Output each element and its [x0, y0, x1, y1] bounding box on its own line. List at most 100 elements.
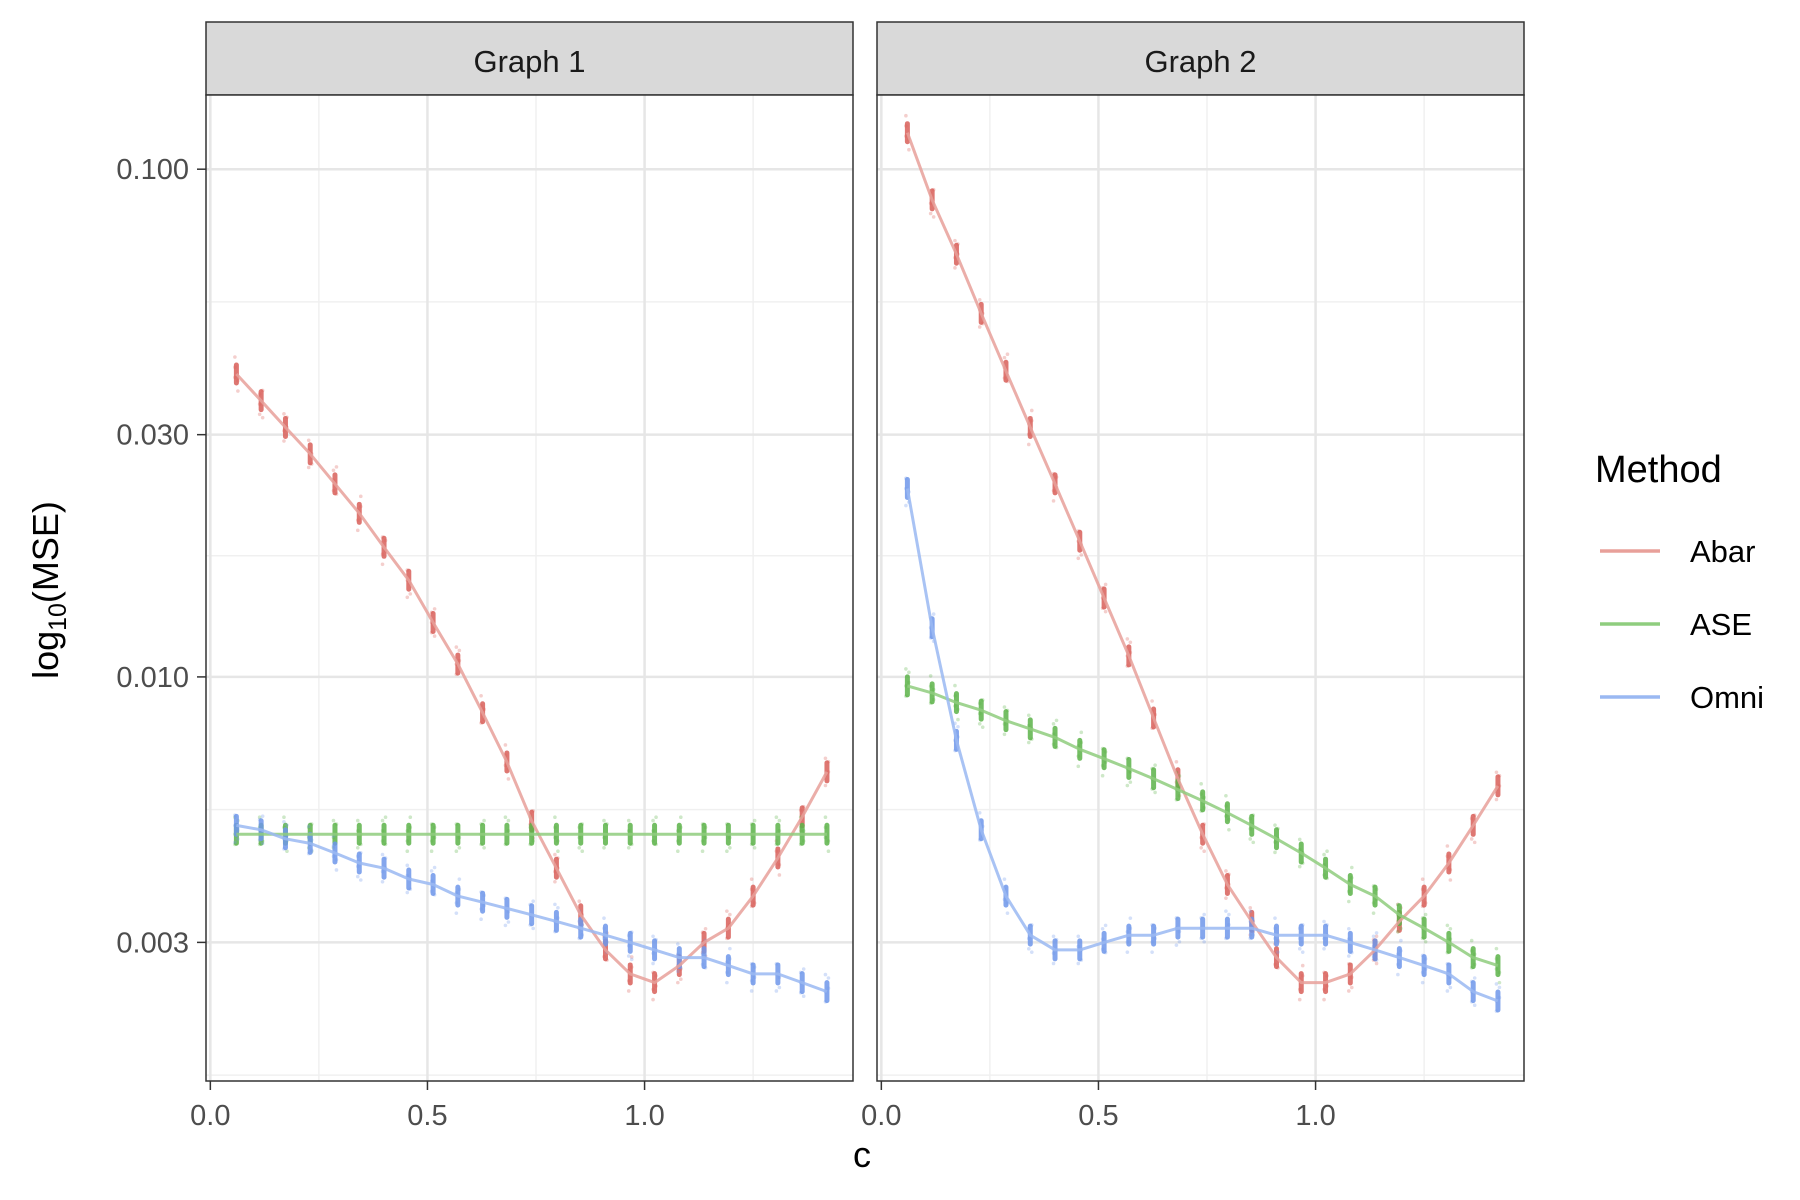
- sample-dot-ase: [931, 697, 936, 702]
- sample-dot-ase: [1347, 889, 1351, 894]
- sample-dot-ase: [700, 822, 705, 826]
- sample-dot-omni: [654, 937, 658, 942]
- sample-dot-omni: [774, 961, 779, 966]
- sample-dot-abar: [1125, 664, 1130, 668]
- sample-dot-ase: [1273, 850, 1277, 855]
- sample-dot-abar: [626, 989, 631, 993]
- sample-dot-ase: [405, 829, 410, 833]
- sample-dot-omni: [358, 878, 363, 882]
- sample-dot-ase: [907, 670, 911, 675]
- sample-dot-ase: [1371, 911, 1376, 915]
- sample-dot-omni: [956, 724, 960, 729]
- sample-dot-ase: [577, 835, 582, 840]
- sample-dot-ase: [1100, 763, 1105, 768]
- sample-dot-abar: [1227, 872, 1231, 877]
- sample-dot-abar: [233, 365, 237, 370]
- sample-dot-ase: [1445, 923, 1450, 928]
- sample-dot-omni: [577, 919, 582, 924]
- sample-dot-omni: [1076, 934, 1081, 939]
- sample-dot-ase: [1448, 937, 1453, 941]
- sample-dot-ase: [1347, 899, 1351, 904]
- sample-dot-omni: [1051, 951, 1056, 956]
- sample-dot-ase: [479, 822, 483, 826]
- sample-dot-ase: [1497, 980, 1502, 985]
- sample-dot-ase: [355, 818, 360, 823]
- sample-dot-omni: [457, 887, 462, 892]
- sample-dot-omni: [528, 923, 532, 927]
- sample-dot-ase: [1227, 827, 1231, 832]
- sample-dot-abar: [454, 645, 459, 649]
- sample-dot-abar: [457, 658, 462, 663]
- sample-dot-ase: [904, 694, 908, 698]
- sample-dot-abar: [1051, 471, 1056, 476]
- sample-dot-abar: [1469, 816, 1474, 821]
- sample-dot-ase: [1494, 967, 1499, 971]
- sample-dot-ase: [1494, 946, 1499, 951]
- sample-dot-abar: [1202, 822, 1206, 826]
- sample-dot-omni: [1300, 950, 1305, 954]
- sample-dot-abar: [1150, 699, 1154, 703]
- sample-dot-abar: [1472, 813, 1477, 817]
- sample-dot-ase: [233, 842, 237, 847]
- sample-dot-omni: [602, 926, 606, 931]
- sample-dot-ase: [1227, 817, 1231, 822]
- sample-dot-omni: [1347, 937, 1351, 941]
- sample-dot-abar: [1005, 352, 1010, 357]
- sample-dot-abar: [774, 849, 779, 853]
- sample-dot-abar: [654, 984, 658, 988]
- sample-dot-abar: [629, 965, 634, 969]
- panel-2: Graph 2: [876, 21, 1525, 1082]
- x-tick-label: 0.0: [190, 1100, 230, 1132]
- sample-dot-omni: [556, 916, 560, 920]
- sample-dot-omni: [1150, 923, 1154, 927]
- sample-dot-abar: [1054, 475, 1059, 479]
- sample-dot-omni: [1128, 916, 1133, 920]
- sample-dot-ase: [1273, 840, 1277, 844]
- sample-dot-ase: [531, 829, 535, 833]
- sample-dot-omni: [1125, 950, 1130, 954]
- sample-dot-omni: [580, 933, 585, 937]
- sample-dot-abar: [956, 242, 960, 246]
- sample-dot-abar: [383, 538, 388, 543]
- sample-dot-ase: [700, 849, 705, 854]
- plot-background: [206, 95, 853, 1081]
- sample-dot-abar: [358, 494, 363, 499]
- sample-dot-omni: [355, 864, 360, 869]
- sample-dot-omni: [531, 899, 535, 903]
- sample-dot-ase: [1100, 746, 1105, 751]
- sample-dot-abar: [380, 552, 385, 556]
- sample-dot-abar: [405, 595, 410, 600]
- sample-dot-ase: [380, 818, 385, 823]
- sample-dot-abar: [285, 415, 289, 420]
- sample-dot-ase: [777, 818, 782, 823]
- sample-dot-omni: [1371, 944, 1376, 949]
- sample-dot-abar: [651, 997, 655, 1002]
- sample-dot-ase: [383, 815, 388, 820]
- sample-dot-ase: [629, 842, 634, 847]
- x-axis-label: c: [853, 1134, 871, 1175]
- sample-dot-omni: [380, 869, 385, 874]
- sample-dot-abar: [725, 909, 729, 913]
- sample-dot-ase: [1026, 713, 1031, 718]
- sample-dot-omni: [236, 837, 240, 841]
- sample-dot-omni: [503, 923, 508, 928]
- sample-dot-omni: [749, 961, 754, 966]
- sample-dot-omni: [380, 879, 385, 884]
- sample-dot-omni: [1251, 933, 1256, 937]
- sample-dot-abar: [260, 388, 265, 393]
- sample-dot-ase: [1026, 723, 1031, 728]
- sample-dot-abar: [1445, 854, 1450, 859]
- sample-dot-ase: [479, 842, 483, 847]
- sample-dot-omni: [1396, 962, 1400, 967]
- sample-dot-ase: [823, 825, 828, 830]
- sample-dot-omni: [1273, 926, 1277, 931]
- sample-dot-abar: [928, 201, 933, 206]
- sample-dot-omni: [1026, 936, 1031, 941]
- sample-dot-omni: [1100, 947, 1105, 951]
- sample-dot-ase: [358, 842, 363, 847]
- sample-dot-omni: [355, 874, 360, 879]
- sample-dot-ase: [1026, 740, 1031, 745]
- sample-dot-abar: [1002, 355, 1007, 360]
- sample-dot-abar: [457, 648, 462, 653]
- sample-dot-omni: [482, 903, 486, 908]
